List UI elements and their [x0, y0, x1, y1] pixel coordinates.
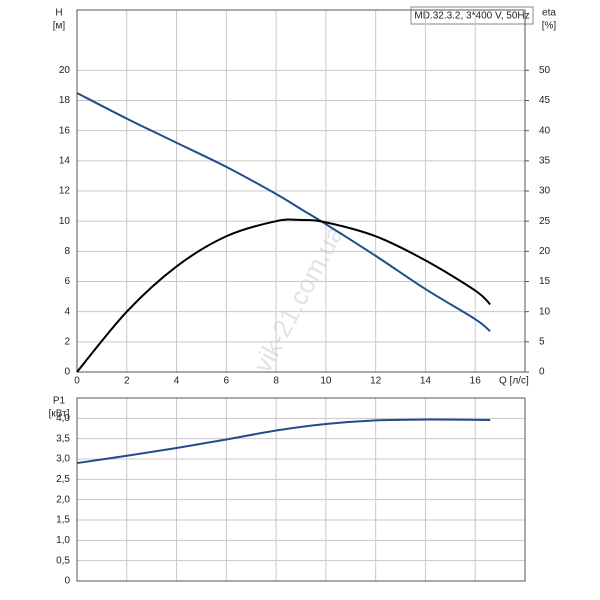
y2-axis-unit: [%]	[542, 21, 557, 32]
x-tick-label: 14	[420, 376, 432, 387]
series-line	[76, 418, 491, 465]
y2-tick-label: 30	[539, 186, 551, 197]
y-tick-label: 10	[59, 216, 71, 227]
y2-axis-label: eta	[542, 8, 556, 19]
x-axis-label: Q [л/с]	[499, 376, 529, 387]
y-tick-label: 12	[59, 186, 71, 197]
y2-tick-label: 0	[539, 367, 545, 378]
x-tick-label: 2	[124, 376, 130, 387]
x-tick-label: 12	[370, 376, 382, 387]
y-tick-label: 8	[64, 246, 70, 257]
y-tick-label: 0	[64, 576, 70, 587]
chart-title: MD.32.3.2, 3*400 V, 50Hz	[414, 11, 529, 22]
y-tick-label: 2,0	[56, 494, 70, 505]
y-tick-label: 4,0	[56, 413, 70, 424]
y2-tick-label: 10	[539, 306, 551, 317]
y-tick-label: 1,0	[56, 535, 70, 546]
x-tick-label: 4	[174, 376, 180, 387]
y-tick-label: 1,5	[56, 515, 70, 526]
plot-frame	[76, 397, 526, 582]
x-tick-label: 8	[273, 376, 279, 387]
y2-tick-label: 20	[539, 246, 551, 257]
y-axis-unit: [кВт]	[49, 409, 70, 420]
y-tick-label: 0	[64, 367, 70, 378]
title-box	[410, 6, 534, 25]
x-tick-label: 0	[74, 376, 80, 387]
y-axis-label: H	[55, 8, 62, 19]
y2-tick-label: 40	[539, 125, 551, 136]
y2-tick-label: 35	[539, 155, 551, 166]
y-tick-label: 2,5	[56, 474, 70, 485]
y2-tick-label: 5	[539, 336, 545, 347]
y2-tick-label: 45	[539, 95, 551, 106]
y-axis-label: P1	[53, 396, 66, 407]
y-tick-label: 18	[59, 95, 71, 106]
x-tick-label: 16	[470, 376, 482, 387]
y-tick-label: 0,5	[56, 555, 70, 566]
y-tick-label: 3,5	[56, 433, 70, 444]
y-tick-label: 14	[59, 155, 71, 166]
watermark: vik-21.com.ua	[247, 220, 350, 377]
y-tick-label: 6	[64, 276, 70, 287]
y-tick-label: 4	[64, 306, 70, 317]
series-line	[76, 218, 491, 373]
y2-tick-label: 25	[539, 216, 551, 227]
y2-tick-label: 50	[539, 65, 551, 76]
y-tick-label: 2	[64, 336, 70, 347]
y-axis-unit: [м]	[53, 21, 66, 32]
x-tick-label: 6	[224, 376, 230, 387]
y-tick-label: 3,0	[56, 454, 70, 465]
series-line	[76, 92, 491, 333]
y-tick-label: 20	[59, 65, 71, 76]
y2-tick-label: 15	[539, 276, 551, 287]
y-tick-label: 16	[59, 125, 71, 136]
x-tick-label: 10	[320, 376, 332, 387]
